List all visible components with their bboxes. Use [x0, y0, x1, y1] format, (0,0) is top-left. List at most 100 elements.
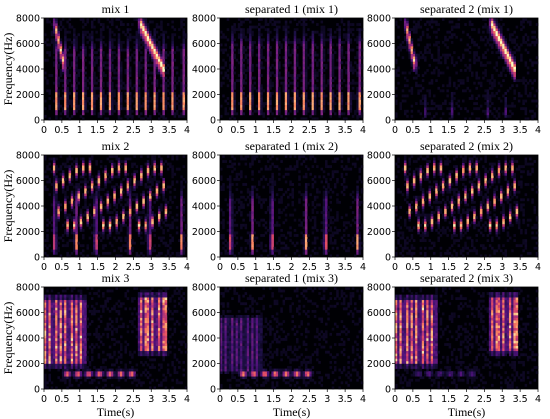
heatmap-cell	[61, 239, 65, 242]
heatmap-cell	[257, 86, 261, 90]
heatmap-cell	[271, 71, 274, 75]
heatmap-cell	[155, 63, 159, 67]
heatmap-cell	[257, 183, 261, 186]
heatmap-cell	[126, 84, 130, 88]
heatmap-cell	[278, 40, 281, 44]
heatmap-cell	[180, 23, 183, 26]
heatmap-cell	[153, 76, 157, 80]
heatmap-cell	[468, 58, 472, 62]
heatmap-cell	[61, 172, 65, 176]
heatmap-cell	[349, 30, 353, 34]
heatmap-cell	[90, 112, 94, 116]
heatmap-cell	[462, 56, 465, 60]
heatmap-cell	[142, 254, 145, 258]
heatmap-cell	[266, 28, 270, 32]
heatmap-cell	[482, 25, 485, 29]
heatmap-cell	[264, 102, 268, 105]
heatmap-cell	[73, 66, 76, 70]
heatmap-cell	[533, 79, 537, 83]
heatmap-cell	[284, 94, 288, 98]
heatmap-cell	[293, 33, 297, 37]
heatmap-cell	[251, 218, 254, 222]
heatmap-cell	[320, 86, 324, 90]
heatmap-cell	[164, 94, 168, 98]
heatmap-cell	[162, 117, 165, 121]
heatmap-cell	[126, 43, 130, 47]
heatmap-cell	[504, 66, 508, 70]
heatmap-cell	[117, 40, 121, 44]
heatmap-cell	[113, 218, 116, 222]
heatmap-cell	[57, 203, 60, 207]
heatmap-cell	[502, 38, 505, 42]
heatmap-cell	[251, 84, 254, 88]
heatmap-cell	[144, 69, 148, 72]
heatmap-cell	[99, 99, 103, 103]
heatmap-cell	[255, 109, 259, 113]
heatmap-cell	[437, 40, 440, 44]
heatmap-cell	[397, 69, 400, 72]
heatmap-cell	[347, 69, 350, 72]
heatmap-cell	[93, 76, 96, 80]
heatmap-cell	[502, 43, 505, 47]
heatmap-cell	[106, 251, 110, 255]
heatmap-cell	[251, 213, 254, 217]
heatmap-cell	[59, 236, 63, 240]
heatmap-cell	[468, 51, 472, 54]
heatmap-cell	[175, 81, 179, 85]
heatmap-cell	[329, 46, 333, 49]
heatmap-cell	[251, 66, 254, 70]
heatmap-cell	[75, 86, 78, 90]
heatmap-cell	[81, 206, 85, 209]
heatmap-cell	[231, 104, 234, 108]
heatmap-cell	[439, 89, 443, 93]
heatmap-cell	[226, 203, 230, 207]
heatmap-cell	[146, 23, 150, 26]
heatmap-cell	[119, 23, 123, 26]
heatmap-cell	[99, 23, 103, 26]
heatmap-cell	[84, 195, 87, 199]
heatmap-cell	[237, 51, 241, 54]
heatmap-cell	[271, 241, 274, 245]
heatmap-cell	[104, 66, 107, 70]
heatmap-cell	[84, 206, 87, 209]
heatmap-cell	[66, 79, 69, 83]
heatmap-cell	[468, 69, 472, 72]
heatmap-cell	[126, 69, 130, 72]
heatmap-cell	[486, 38, 490, 42]
heatmap-cell	[453, 51, 456, 54]
heatmap-cell	[169, 223, 172, 227]
heatmap-cell	[410, 28, 414, 32]
heatmap-cell	[137, 89, 141, 93]
heatmap-cell	[287, 63, 290, 67]
heatmap-cell	[269, 81, 272, 85]
heatmap-cell	[155, 61, 159, 65]
heatmap-cell	[475, 71, 478, 75]
heatmap-cell	[231, 81, 234, 85]
heatmap-cell	[93, 99, 96, 103]
heatmap-cell	[347, 109, 350, 113]
heatmap-cell	[271, 203, 274, 207]
heatmap-cell	[182, 69, 186, 72]
heatmap-cell	[500, 84, 503, 88]
heatmap-cell	[251, 239, 254, 242]
heatmap-cell	[293, 74, 297, 77]
heatmap-cell	[180, 218, 183, 222]
heatmap-cell	[266, 43, 270, 47]
heatmap-cell	[497, 81, 501, 85]
heatmap-cell	[166, 89, 170, 93]
heatmap-cell	[511, 61, 514, 65]
heatmap-cell	[320, 61, 324, 65]
heatmap-cell	[237, 48, 241, 52]
heatmap-cell	[160, 56, 163, 60]
heatmap-cell	[231, 35, 234, 39]
heatmap-cell	[222, 185, 225, 189]
heatmap-cell	[182, 114, 186, 118]
heatmap-cell	[119, 246, 123, 250]
heatmap-cell	[57, 249, 60, 253]
heatmap-cell	[93, 112, 96, 116]
heatmap-cell	[226, 97, 230, 100]
heatmap-cell	[435, 66, 438, 70]
heatmap-cell	[108, 79, 112, 83]
heatmap-cell	[358, 94, 362, 98]
